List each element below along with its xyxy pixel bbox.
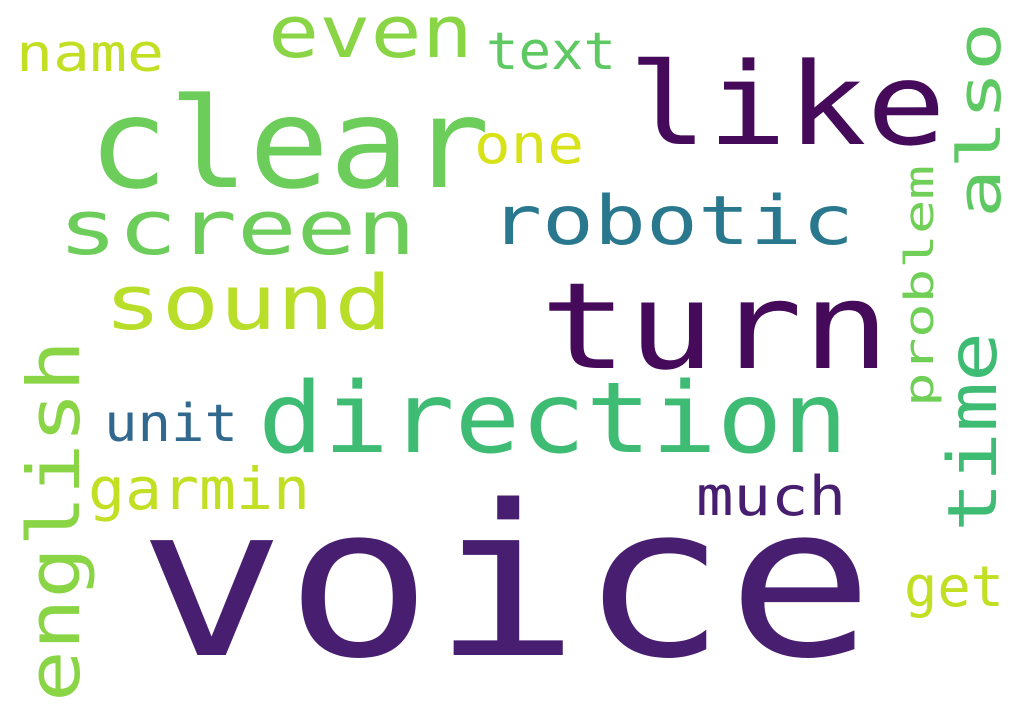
word-clear: clear <box>88 72 491 217</box>
word-name: name <box>16 24 164 84</box>
word-sound: sound <box>104 258 392 347</box>
word-even: even <box>268 0 473 74</box>
word-text: text <box>486 22 616 82</box>
word-time: time <box>934 332 1013 532</box>
word-like: like <box>628 38 946 171</box>
word-get: get <box>904 555 1004 620</box>
word-english: english <box>12 340 96 702</box>
word-unit: unit <box>104 394 238 454</box>
word-one: one <box>474 113 584 176</box>
word-also: also <box>945 21 1015 218</box>
word-turn: turn <box>540 258 890 397</box>
word-garmin: garmin <box>88 455 310 523</box>
word-voice: voice <box>138 460 874 705</box>
word-robotic: robotic <box>490 182 854 261</box>
word-direction: direction <box>258 362 848 476</box>
word-much: much <box>696 465 846 528</box>
word-problem: problem <box>897 165 943 407</box>
word-screen: screen <box>58 183 416 272</box>
